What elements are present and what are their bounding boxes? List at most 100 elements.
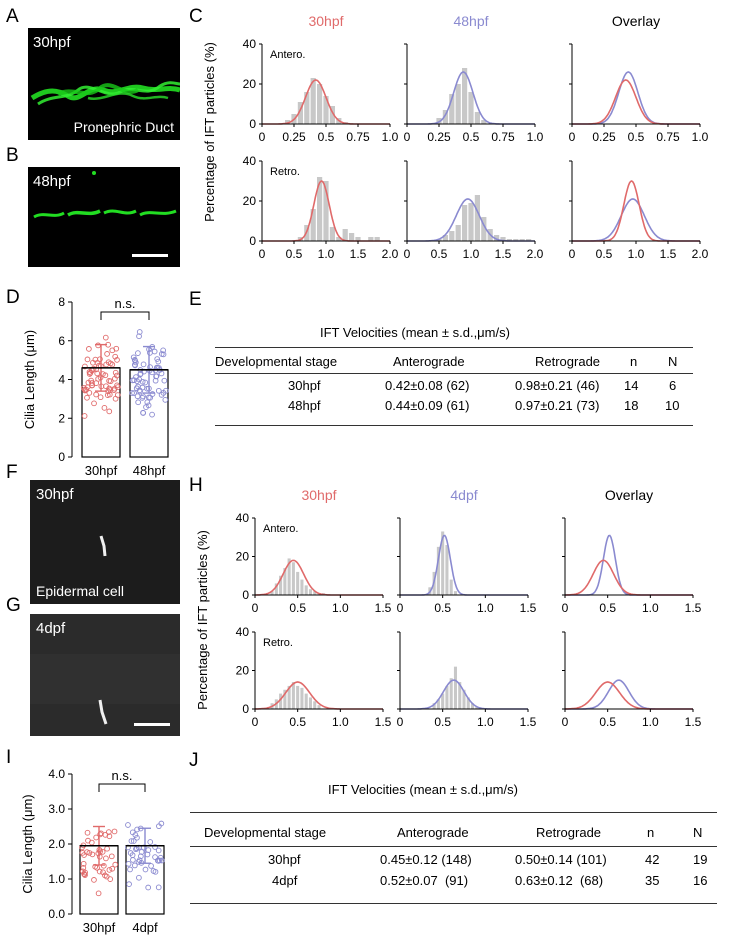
x-tick-label: 0 bbox=[569, 130, 576, 144]
pronephric-duct-cilia-image bbox=[30, 81, 180, 106]
table-j-bottom-rule bbox=[190, 903, 717, 904]
x-tick-label: 0 bbox=[252, 601, 259, 615]
table-e-row1-retrograde: 0.98±0.21 (46) bbox=[515, 378, 600, 393]
data-point bbox=[133, 846, 139, 853]
subplot-row1-col2: 0 0.5 1.0 1.5 bbox=[397, 517, 537, 615]
data-point bbox=[85, 837, 91, 844]
table-j-header-N: N bbox=[693, 825, 703, 840]
histogram-bar bbox=[374, 237, 380, 241]
table-e-row1-anterograde: 0.42±0.08 (62) bbox=[385, 378, 470, 393]
histogram-bar bbox=[308, 589, 312, 595]
panel-letter-f: F bbox=[6, 462, 18, 483]
data-point bbox=[136, 329, 143, 335]
data-point bbox=[108, 853, 115, 860]
x-tick-label: 1.0 bbox=[477, 715, 494, 729]
velocity-table-j: IFT Velocities (mean ± s.d.,μm/s) Develo… bbox=[190, 782, 720, 904]
histogram-bar bbox=[304, 585, 308, 595]
y-tick-label: 3.0 bbox=[48, 802, 65, 816]
histogram-bar bbox=[506, 239, 512, 241]
data-point bbox=[104, 351, 110, 357]
histogram-bar bbox=[462, 68, 468, 124]
table-e-row2-N: 10 bbox=[665, 398, 680, 413]
y-tick-label: 4 bbox=[58, 373, 65, 387]
y-tick-label: 40 bbox=[243, 37, 257, 51]
data-point bbox=[82, 387, 88, 394]
data-point bbox=[103, 855, 109, 862]
data-point bbox=[158, 820, 165, 827]
data-point bbox=[139, 378, 146, 385]
table-e-top-rule bbox=[215, 347, 693, 348]
x-tick-label: 1.0 bbox=[527, 130, 544, 144]
table-j-row2-stage: 4dpf bbox=[272, 873, 298, 888]
y-tick-label: 0 bbox=[242, 588, 249, 602]
data-point bbox=[149, 411, 155, 418]
table-j-title: IFT Velocities (mean ± s.d.,μm/s) bbox=[328, 782, 518, 797]
y-axis-label: Percentage of IFT particles (%) bbox=[202, 42, 217, 222]
subplot-row1-col1: 0 20 40 0 0.25 0.5 0.75 1.0 Antero. bbox=[243, 37, 399, 144]
significance-bracket bbox=[100, 311, 150, 320]
panel-letter-g: G bbox=[6, 595, 21, 616]
histogram-bar bbox=[481, 217, 487, 241]
histogram-bar bbox=[310, 209, 316, 241]
y-tick-label: 0 bbox=[249, 117, 256, 131]
table-j-header-stage: Developmental stage bbox=[204, 825, 327, 840]
gaussian-fit-curve bbox=[572, 180, 700, 242]
y-tick-label: 1.0 bbox=[48, 872, 65, 886]
micrograph-a-stage-label: 30hpf bbox=[33, 34, 71, 51]
data-point bbox=[145, 884, 152, 891]
histogram-bar bbox=[455, 84, 461, 124]
x-tick-label: 0.5 bbox=[599, 601, 616, 615]
x-tick-label: 0.75 bbox=[656, 130, 680, 144]
x-tick-label: 1.0 bbox=[628, 247, 645, 261]
panel-letter-e: E bbox=[189, 289, 202, 310]
x-tick-label: 0 bbox=[404, 130, 411, 144]
x-tick-label: 0 bbox=[562, 715, 569, 729]
histogram-bar bbox=[274, 583, 278, 595]
y-tick-label: 8 bbox=[58, 295, 65, 309]
micrograph-f-stage-label: 30hpf bbox=[36, 486, 74, 503]
histogram-bar bbox=[474, 195, 480, 241]
x-tick-label: 1.5 bbox=[520, 715, 537, 729]
data-point bbox=[96, 853, 103, 860]
subplot-row1-col2: 0 0.25 0.5 0.75 1.0 bbox=[404, 43, 544, 144]
x-tick-label: 30hpf bbox=[83, 920, 116, 935]
histogram-bar bbox=[453, 591, 457, 595]
subplot-row2-col2: 0 0.5 1.0 1.5 bbox=[397, 631, 537, 729]
data-point bbox=[137, 388, 143, 395]
micrograph-f: 30hpf Epidermal cell bbox=[30, 480, 180, 604]
table-j-row2-N: 16 bbox=[693, 873, 708, 888]
data-point bbox=[93, 834, 99, 841]
pronephric-duct-cilia-image-48hpf bbox=[33, 171, 177, 219]
data-point bbox=[97, 831, 104, 838]
data-point bbox=[93, 391, 99, 398]
data-point bbox=[150, 868, 157, 874]
x-tick-label: 2.0 bbox=[527, 247, 544, 261]
histogram-bar bbox=[300, 579, 304, 595]
histogram-bar bbox=[349, 233, 355, 241]
data-point bbox=[97, 394, 104, 401]
y-axis-label: Percentage of IFT particles (%) bbox=[195, 530, 210, 710]
histogram-bar bbox=[304, 92, 310, 124]
data-point bbox=[82, 363, 88, 370]
data-point bbox=[134, 834, 140, 841]
x-tick-label: 0.5 bbox=[596, 247, 613, 261]
x-tick-label: 0 bbox=[252, 715, 259, 729]
data-point bbox=[162, 397, 169, 403]
histogram-bar bbox=[304, 693, 308, 709]
data-point bbox=[101, 405, 108, 411]
data-point bbox=[155, 884, 162, 891]
micrograph-b: 48hpf bbox=[28, 167, 180, 267]
data-point bbox=[113, 345, 120, 352]
histogram-bar bbox=[317, 84, 323, 124]
data-point bbox=[138, 849, 145, 855]
table-e-header-N: N bbox=[668, 354, 678, 369]
x-tick-label: 48hpf bbox=[133, 463, 166, 478]
column-title: Overlay bbox=[612, 13, 660, 29]
data-point bbox=[112, 861, 119, 868]
y-tick-label: 0 bbox=[58, 450, 65, 464]
histogram-bar bbox=[474, 112, 480, 124]
x-tick-label: 1.0 bbox=[642, 601, 659, 615]
data-point bbox=[107, 876, 114, 882]
table-j-top-rule bbox=[190, 812, 717, 813]
x-tick-label: 0.5 bbox=[599, 715, 616, 729]
